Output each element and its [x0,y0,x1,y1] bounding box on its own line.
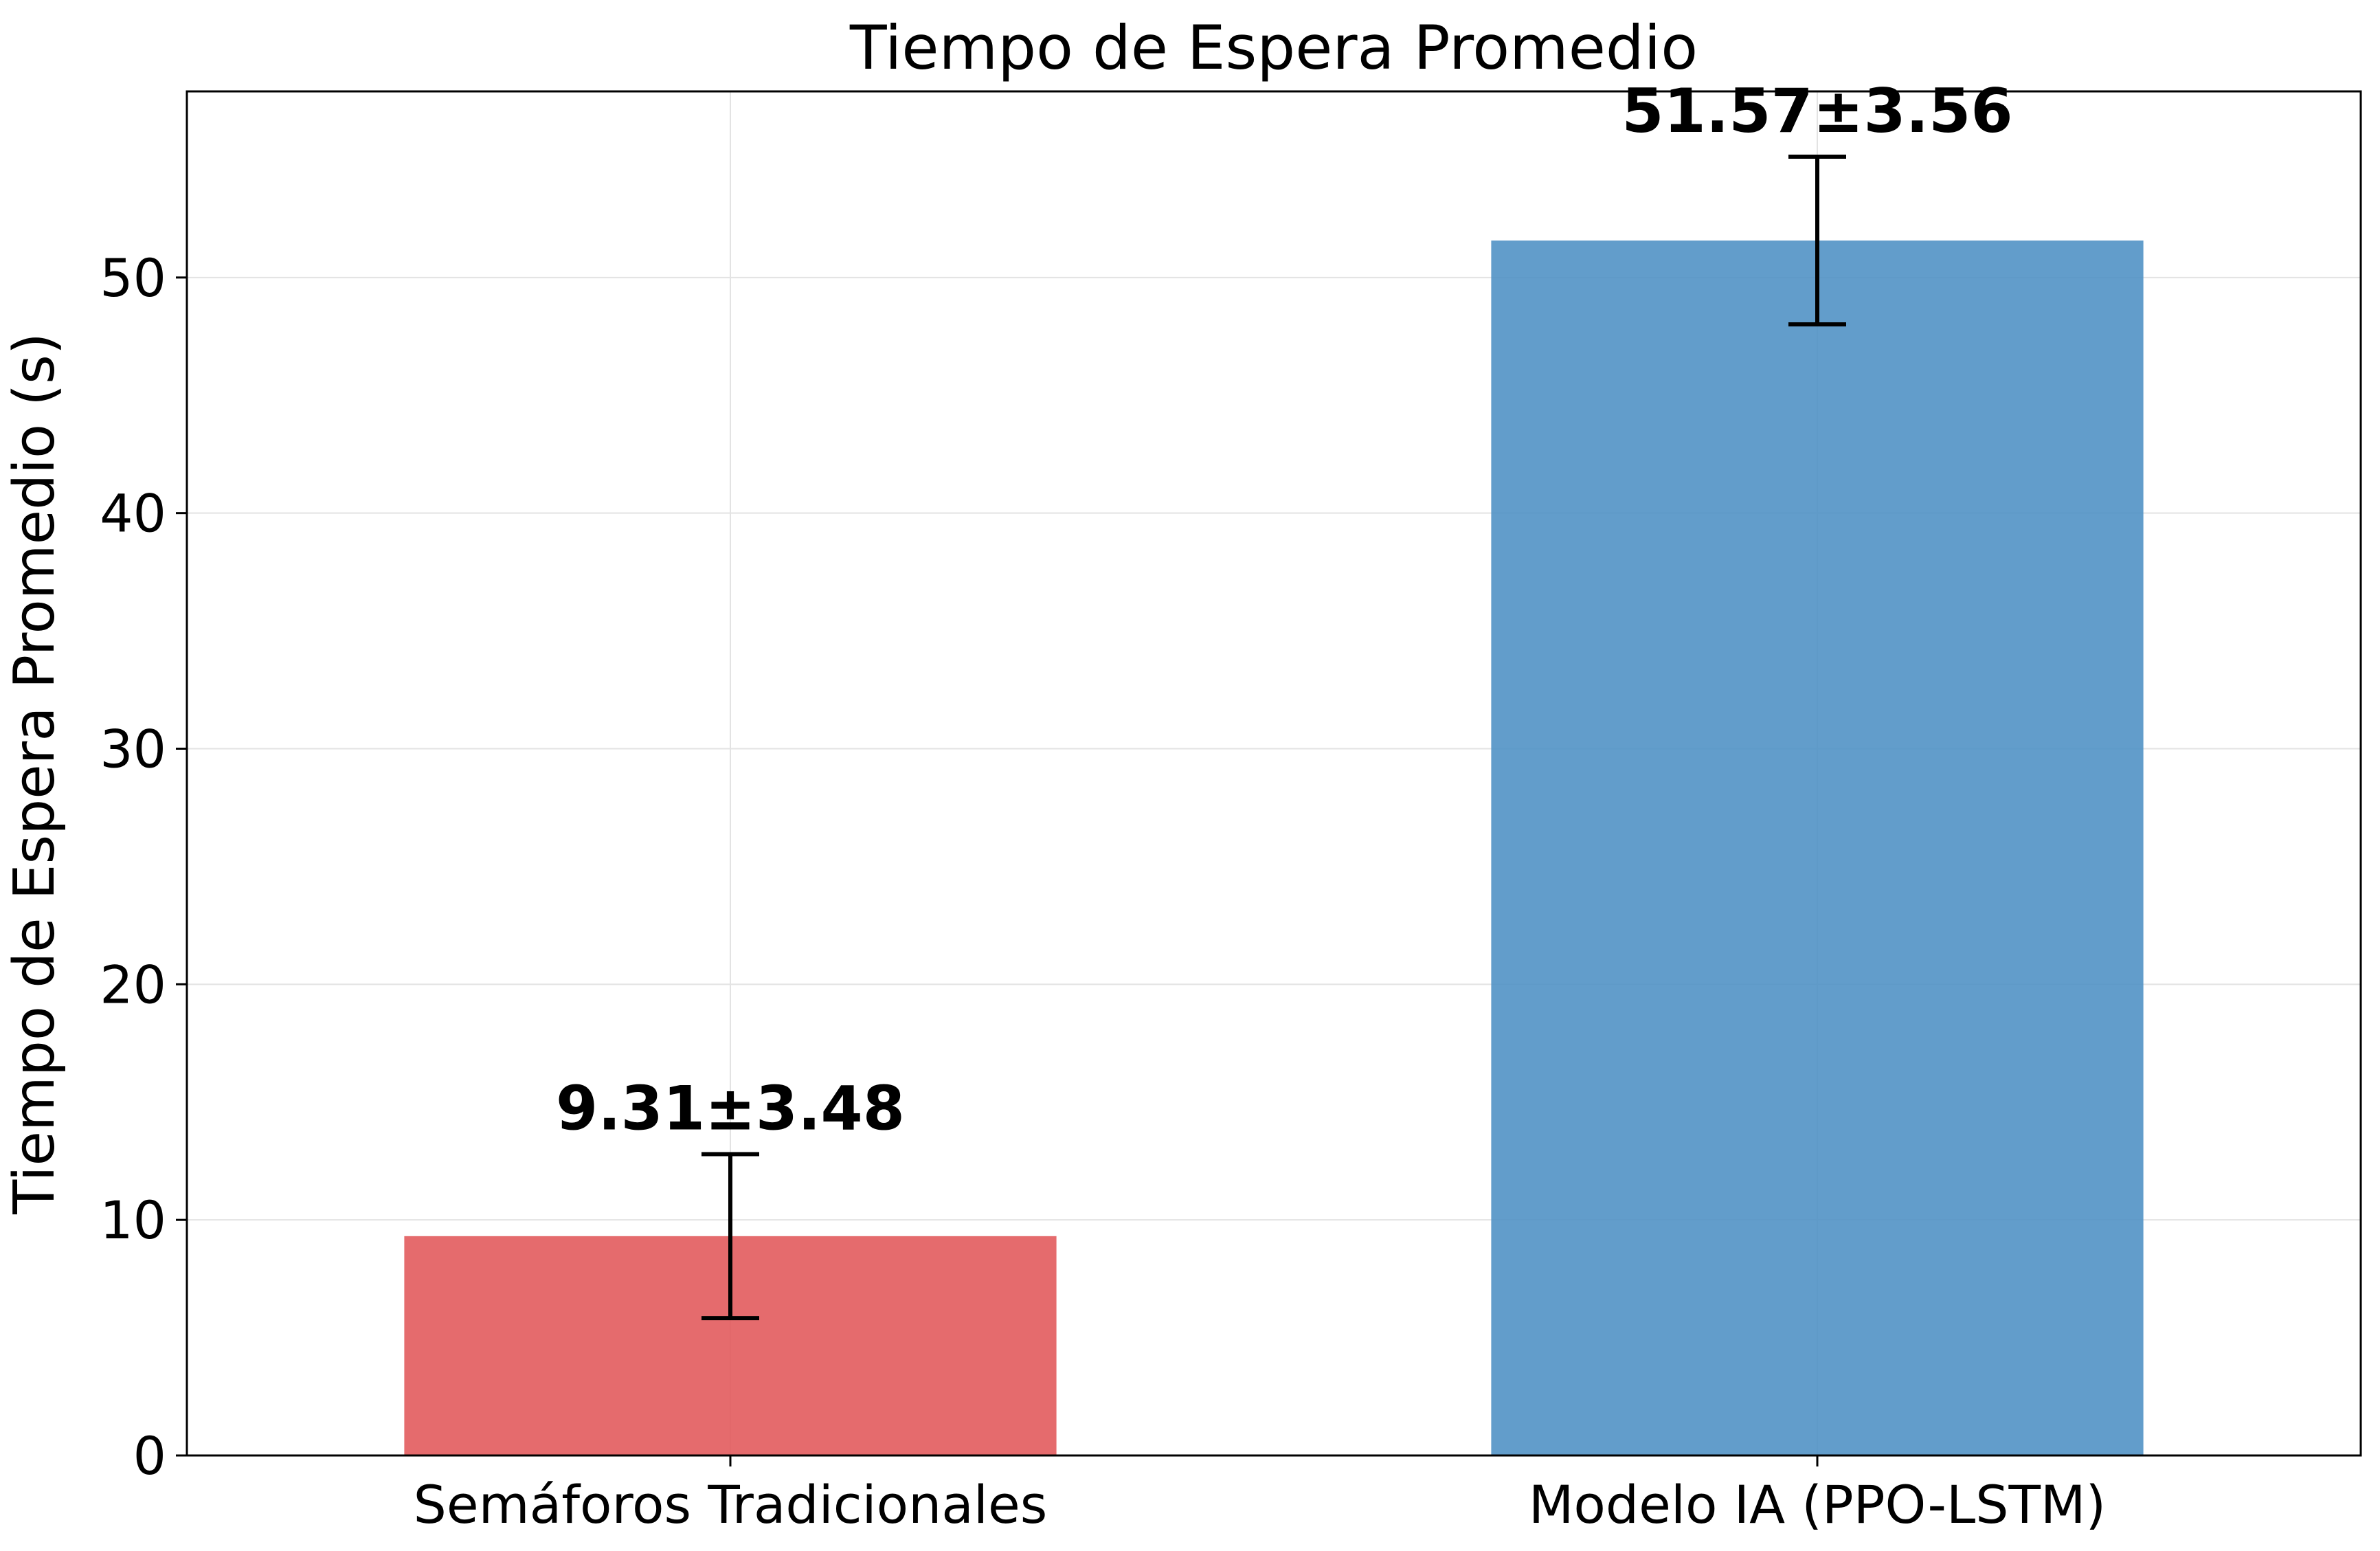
bars [404,241,2144,1455]
bar [1491,241,2144,1455]
data-label: 9.31±3.48 [556,1073,905,1144]
error-bars [701,154,1846,1321]
data-label: 51.57±3.56 [1621,76,2012,146]
x-tick-label: Semáforos Tradicionales [414,1474,1048,1535]
y-tick-label: 10 [100,1190,166,1251]
data-labels: 9.31±3.48 51.57±3.56 [556,76,2013,1144]
y-tick-label: 50 [100,247,166,309]
chart-title: Tiempo de Espera Promedio [849,12,1698,83]
y-tick-label: 0 [133,1425,166,1486]
y-axis-label: Tiempo de Espera Promedio (s) [2,333,67,1215]
y-tick-label: 20 [100,954,166,1015]
grid-lines [187,91,2361,1456]
plot-frame [186,90,2362,1457]
x-axis-ticks: Semáforos Tradicionales Modelo IA (PPO-LS… [414,1455,2106,1535]
y-axis-ticks: 0 10 20 30 40 50 [100,247,187,1486]
y-tick-label: 40 [100,483,166,544]
y-tick-label: 30 [100,719,166,780]
x-tick-label: Modelo IA (PPO-LSTM) [1529,1474,2106,1535]
